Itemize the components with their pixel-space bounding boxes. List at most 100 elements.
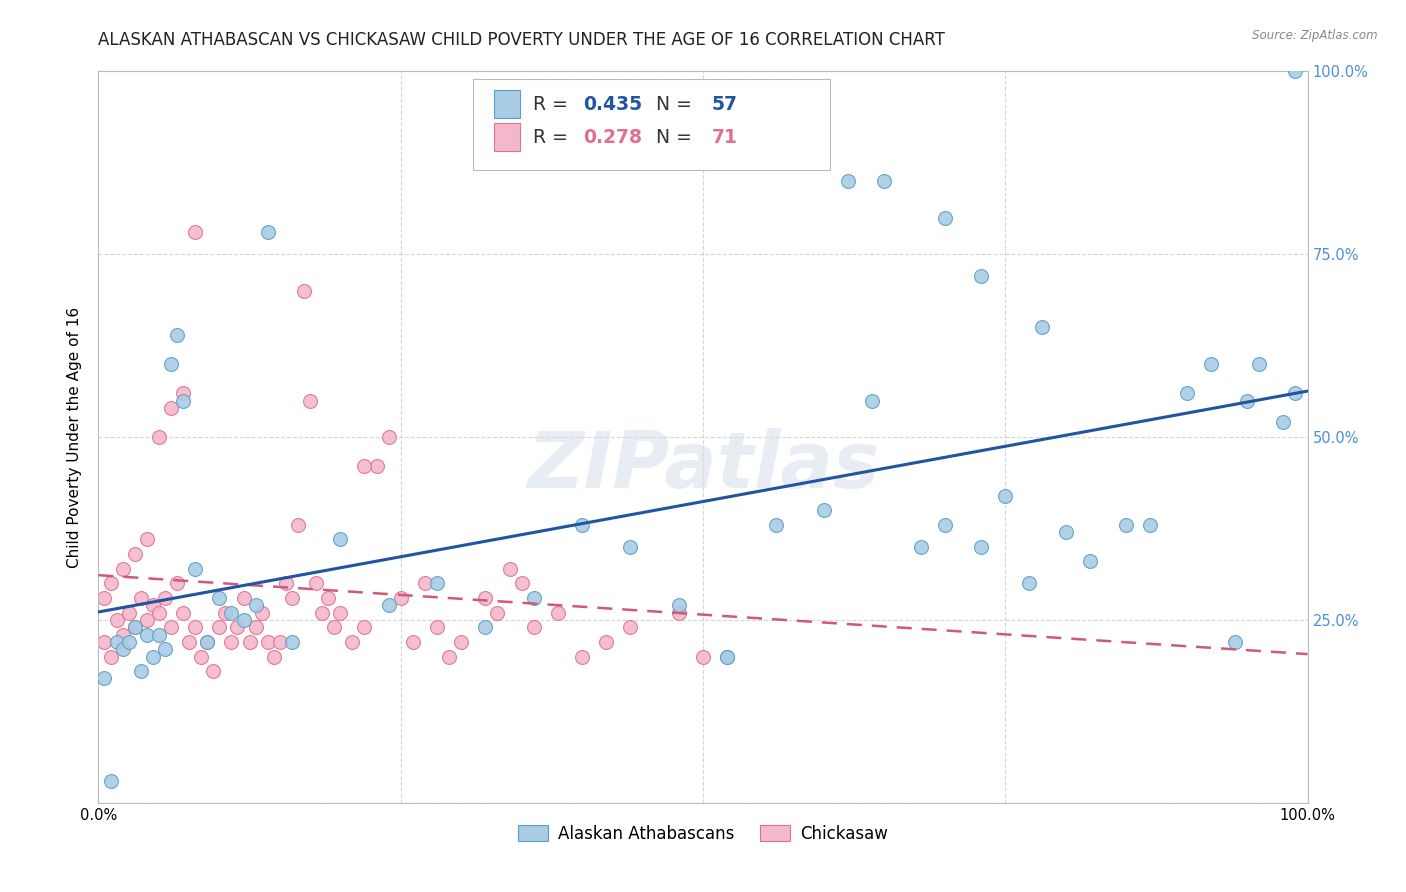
Point: [111, 562, 134, 576]
Point: [837, 174, 859, 188]
Text: R =: R =: [533, 95, 574, 114]
Point: [153, 642, 176, 657]
Point: [934, 517, 956, 532]
Point: [160, 357, 183, 371]
FancyBboxPatch shape: [474, 78, 830, 170]
Point: [232, 613, 254, 627]
Point: [281, 635, 304, 649]
Point: [148, 627, 170, 641]
Point: [100, 773, 122, 788]
Point: [1223, 635, 1246, 649]
Point: [716, 649, 738, 664]
Point: [142, 599, 165, 613]
Point: [329, 533, 352, 547]
Text: ZIPatlas: ZIPatlas: [527, 428, 879, 504]
Point: [221, 606, 243, 620]
Point: [195, 635, 218, 649]
Point: [292, 284, 315, 298]
Point: [1078, 554, 1101, 568]
Text: 57: 57: [711, 95, 738, 114]
Point: [402, 635, 425, 649]
Point: [353, 459, 375, 474]
Legend: Alaskan Athabascans, Chickasaw: Alaskan Athabascans, Chickasaw: [512, 818, 894, 849]
Point: [100, 649, 122, 664]
Point: [1175, 386, 1198, 401]
Point: [523, 620, 546, 634]
Point: [329, 606, 352, 620]
Point: [93, 635, 115, 649]
Point: [1199, 357, 1222, 371]
Point: [129, 591, 152, 605]
Point: [486, 606, 509, 620]
Point: [245, 620, 267, 634]
Point: [160, 620, 183, 634]
Point: [474, 591, 496, 605]
Point: [172, 606, 194, 620]
Point: [970, 540, 993, 554]
Text: 0.435: 0.435: [583, 95, 643, 114]
Point: [510, 576, 533, 591]
Point: [1284, 64, 1306, 78]
Point: [1115, 517, 1137, 532]
Point: [179, 635, 201, 649]
Point: [135, 613, 157, 627]
Point: [353, 620, 375, 634]
Point: [221, 635, 243, 649]
Point: [172, 393, 194, 408]
Point: [389, 591, 412, 605]
Point: [873, 174, 896, 188]
Point: [190, 649, 212, 664]
Point: [437, 649, 460, 664]
Point: [129, 664, 152, 678]
Point: [426, 620, 449, 634]
Point: [1018, 576, 1040, 591]
Point: [970, 269, 993, 284]
Point: [148, 430, 170, 444]
Point: [250, 606, 273, 620]
Point: [1249, 357, 1271, 371]
Point: [716, 649, 738, 664]
Point: [1139, 517, 1161, 532]
Text: N =: N =: [644, 95, 697, 114]
Point: [256, 225, 278, 239]
Point: [668, 599, 690, 613]
Point: [172, 386, 194, 401]
Point: [118, 606, 141, 620]
Point: [232, 591, 254, 605]
Point: [316, 591, 339, 605]
Point: [571, 649, 593, 664]
Point: [111, 642, 134, 657]
Point: [208, 620, 231, 634]
FancyBboxPatch shape: [494, 123, 520, 151]
Point: [377, 599, 399, 613]
Text: N =: N =: [644, 128, 697, 146]
Point: [245, 599, 267, 613]
Point: [239, 635, 262, 649]
Point: [269, 635, 291, 649]
Point: [111, 627, 134, 641]
Y-axis label: Child Poverty Under the Age of 16: Child Poverty Under the Age of 16: [67, 307, 83, 567]
Point: [184, 562, 207, 576]
Point: [813, 503, 835, 517]
Point: [256, 635, 278, 649]
Point: [342, 635, 364, 649]
Point: [184, 620, 207, 634]
Point: [1284, 386, 1306, 401]
Point: [195, 635, 218, 649]
Point: [994, 489, 1017, 503]
FancyBboxPatch shape: [494, 90, 520, 118]
Point: [595, 635, 617, 649]
Point: [105, 635, 128, 649]
Point: [910, 540, 932, 554]
Point: [153, 591, 176, 605]
Point: [426, 576, 449, 591]
Point: [148, 606, 170, 620]
Point: [366, 459, 388, 474]
Point: [281, 591, 304, 605]
Point: [619, 620, 641, 634]
Point: [226, 620, 249, 634]
Point: [214, 606, 236, 620]
Point: [450, 635, 472, 649]
Point: [100, 576, 122, 591]
Point: [208, 591, 231, 605]
